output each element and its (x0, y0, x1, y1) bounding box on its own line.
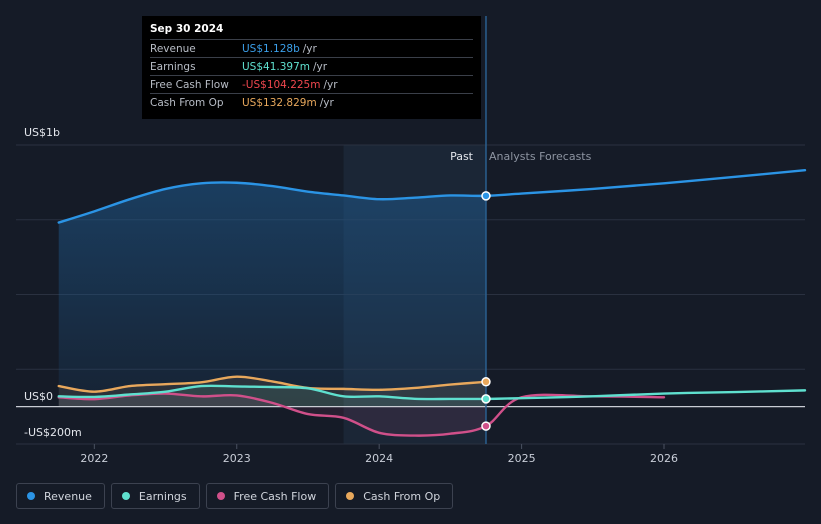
tooltip-unit: /yr (323, 78, 338, 91)
tooltip: Sep 30 2024 Revenue US$1.128b /yr Earnin… (142, 16, 481, 119)
tooltip-row-revenue: Revenue US$1.128b /yr (150, 39, 473, 57)
revenue-marker (481, 191, 491, 201)
legend-dot-icon (346, 492, 355, 500)
series-lines (57, 169, 807, 437)
legend-item-free-cash-flow[interactable]: Free Cash Flow (205, 483, 330, 509)
legend-dot-icon (27, 492, 35, 500)
earnings-line (57, 384, 807, 401)
legend-label: Cash From Op (363, 489, 441, 503)
revenue-area (58, 182, 486, 436)
tooltip-value: US$1.128b (242, 42, 300, 55)
series-markers (481, 191, 491, 431)
legend-label: Earnings (138, 489, 187, 503)
tooltip-row-cash-from-op: Cash From Op US$132.829m /yr (150, 93, 473, 111)
x-axis-ticks: 2022 2023 2024 2025 2026 (80, 444, 678, 465)
legend-item-revenue[interactable]: Revenue (16, 483, 105, 509)
tooltip-date: Sep 30 2024 (150, 23, 224, 35)
earnings-area-fill (58, 385, 486, 407)
revenue-area-fill (58, 182, 486, 407)
earnings-marker (481, 394, 491, 404)
tooltip-label: Cash From Op (150, 96, 224, 109)
y-label-bottom: -US$200m (24, 426, 82, 439)
tooltip-value: US$132.829m (242, 96, 317, 109)
tooltip-label: Revenue (150, 42, 196, 55)
cash-from-op-line (57, 375, 488, 393)
tooltip-value: US$41.397m (242, 60, 310, 73)
past-label: Past (450, 150, 474, 163)
x-tick-label: 2026 (650, 452, 678, 465)
forecast-label: Analysts Forecasts (489, 150, 592, 163)
x-tick-label: 2025 (508, 452, 536, 465)
x-tick-label: 2023 (223, 452, 251, 465)
tooltip-label: Free Cash Flow (150, 78, 229, 91)
legend-item-earnings[interactable]: Earnings (110, 483, 200, 509)
x-tick-label: 2024 (365, 452, 393, 465)
free-cash-flow-area-fill (58, 393, 486, 436)
y-label-top: US$1b (24, 126, 60, 139)
revenue-line (57, 169, 807, 224)
tooltip-value: -US$104.225m (242, 78, 321, 91)
legend-item-cash-from-op[interactable]: Cash From Op (335, 483, 454, 509)
legend: Revenue Earnings Free Cash Flow Cash Fro… (16, 483, 454, 509)
tooltip-unit: /yr (313, 60, 328, 73)
y-label-zero: US$0 (24, 390, 53, 403)
tooltip-row-earnings: Earnings US$41.397m /yr (150, 57, 473, 75)
legend-label: Revenue (44, 489, 92, 503)
free-cash-flow-marker (481, 421, 491, 431)
legend-dot-icon (121, 492, 130, 500)
legend-dot-icon (216, 492, 225, 500)
legend-label: Free Cash Flow (233, 489, 317, 503)
tooltip-row-free-cash-flow: Free Cash Flow -US$104.225m /yr (150, 75, 473, 93)
cash-from-op-area-fill (58, 376, 486, 407)
x-tick-label: 2022 (80, 452, 108, 465)
tooltip-unit: /yr (319, 96, 334, 109)
tooltip-label: Earnings (150, 60, 196, 73)
tooltip-unit: /yr (302, 42, 317, 55)
cash-from-op-marker (481, 377, 491, 387)
